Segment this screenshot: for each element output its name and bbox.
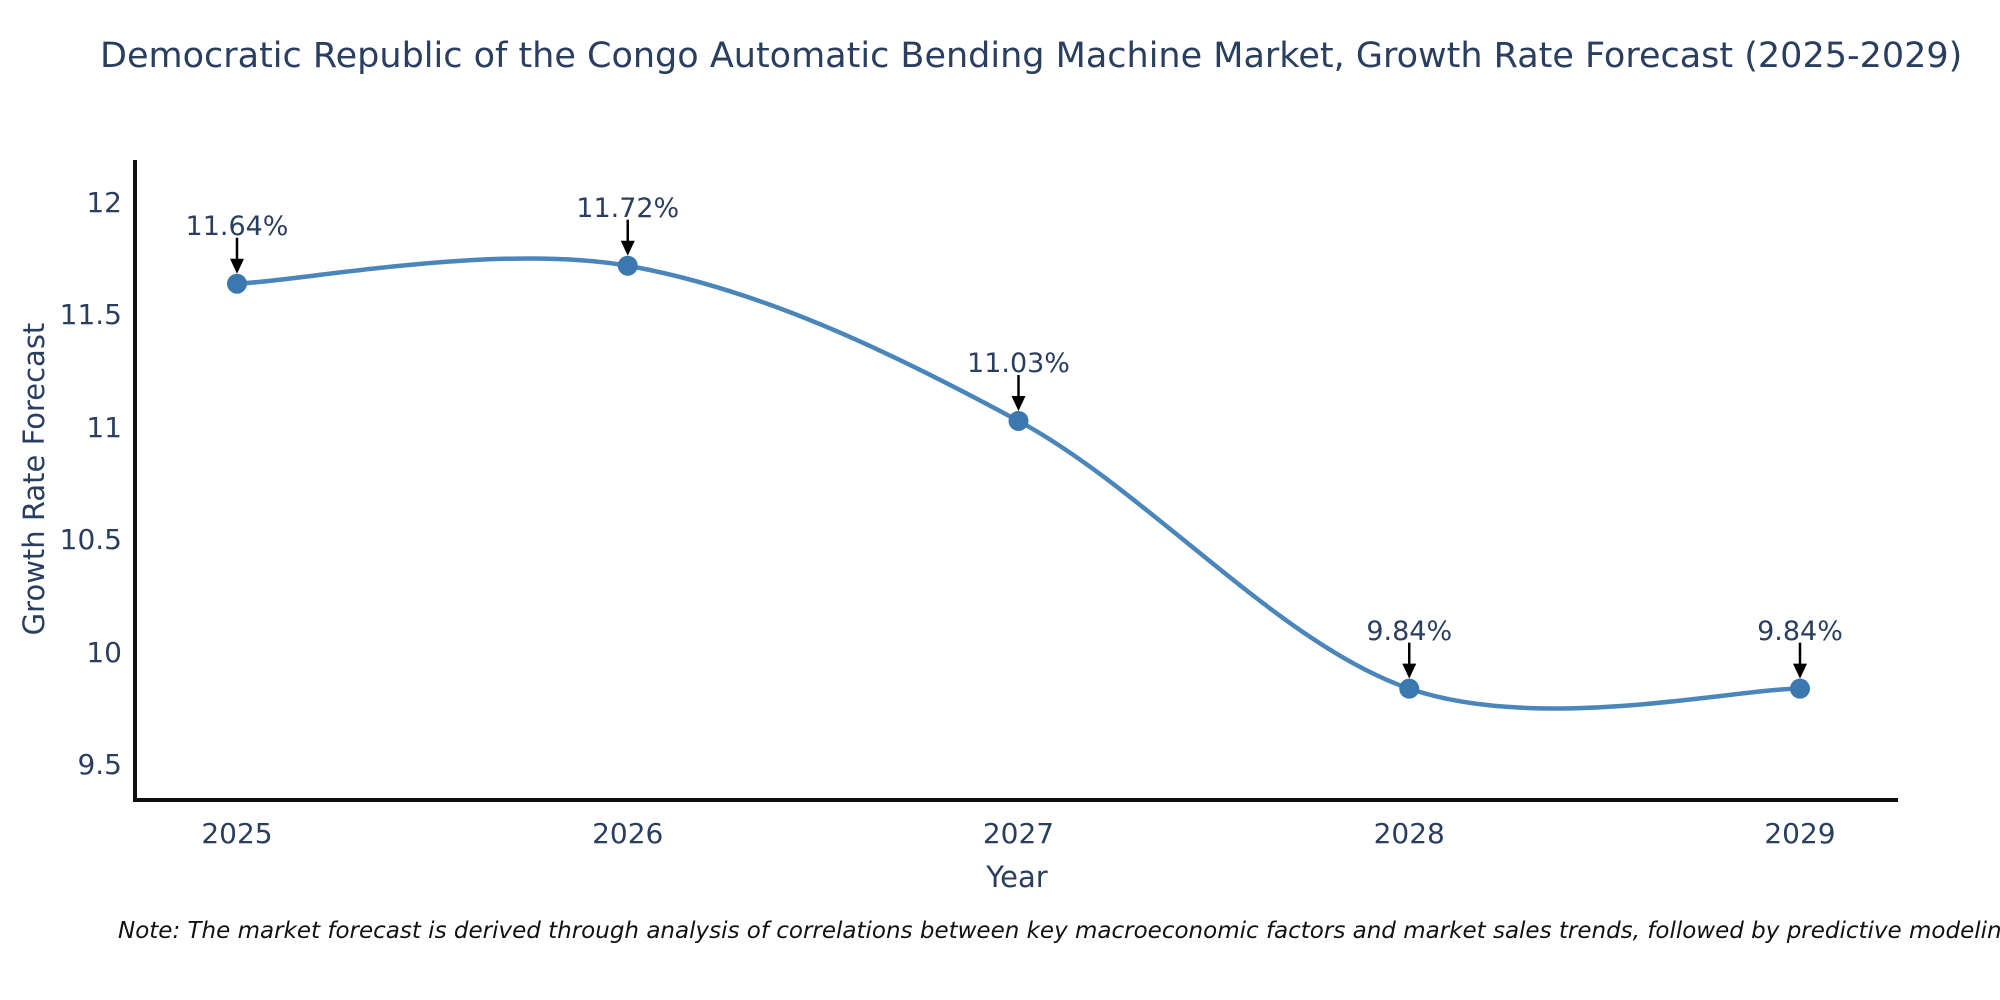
x-tick-label: 2027	[982, 817, 1055, 850]
data-point-2027[interactable]	[1008, 410, 1029, 431]
point-value-label: 11.64%	[185, 210, 289, 242]
y-tick-label: 10.5	[59, 523, 122, 557]
point-value-label: 11.72%	[576, 192, 680, 224]
chart-title: Democratic Republic of the Congo Automat…	[100, 36, 1963, 76]
point-value-label: 9.84%	[1366, 615, 1453, 647]
data-point-2026[interactable]	[617, 255, 638, 276]
point-value-label: 11.03%	[967, 347, 1070, 379]
x-tick-label: 2028	[1373, 817, 1445, 850]
x-tick-label: 2029	[1764, 817, 1836, 850]
y-axis-title: Growth Rate Forecast	[17, 322, 51, 636]
y-tick-label: 9.5	[77, 748, 122, 782]
x-axis-title: Year	[986, 860, 1048, 894]
annotation-arrow-head	[1402, 663, 1417, 679]
axis-lines	[133, 160, 1898, 802]
annotation-arrow-head	[230, 258, 244, 274]
point-value-label: 9.84%	[1757, 615, 1843, 647]
y-tick-label: 11	[86, 410, 122, 444]
annotation-arrow-head	[1011, 395, 1026, 411]
trend-line	[234, 256, 1803, 711]
y-tick-label: 10	[86, 635, 122, 669]
data-point-2025[interactable]	[227, 273, 247, 294]
data-point-2028[interactable]	[1399, 678, 1420, 699]
annotation-arrow-head	[620, 240, 635, 256]
data-point-2029[interactable]	[1790, 678, 1810, 699]
x-tick-label: 2026	[592, 817, 664, 850]
annotation-arrow-head	[1793, 663, 1807, 679]
footnote: Note: The market forecast is derived thr…	[118, 918, 2000, 944]
y-tick-label: 11.5	[59, 298, 122, 332]
x-tick-label: 2025	[201, 817, 273, 850]
y-tick-label: 12	[86, 185, 122, 219]
